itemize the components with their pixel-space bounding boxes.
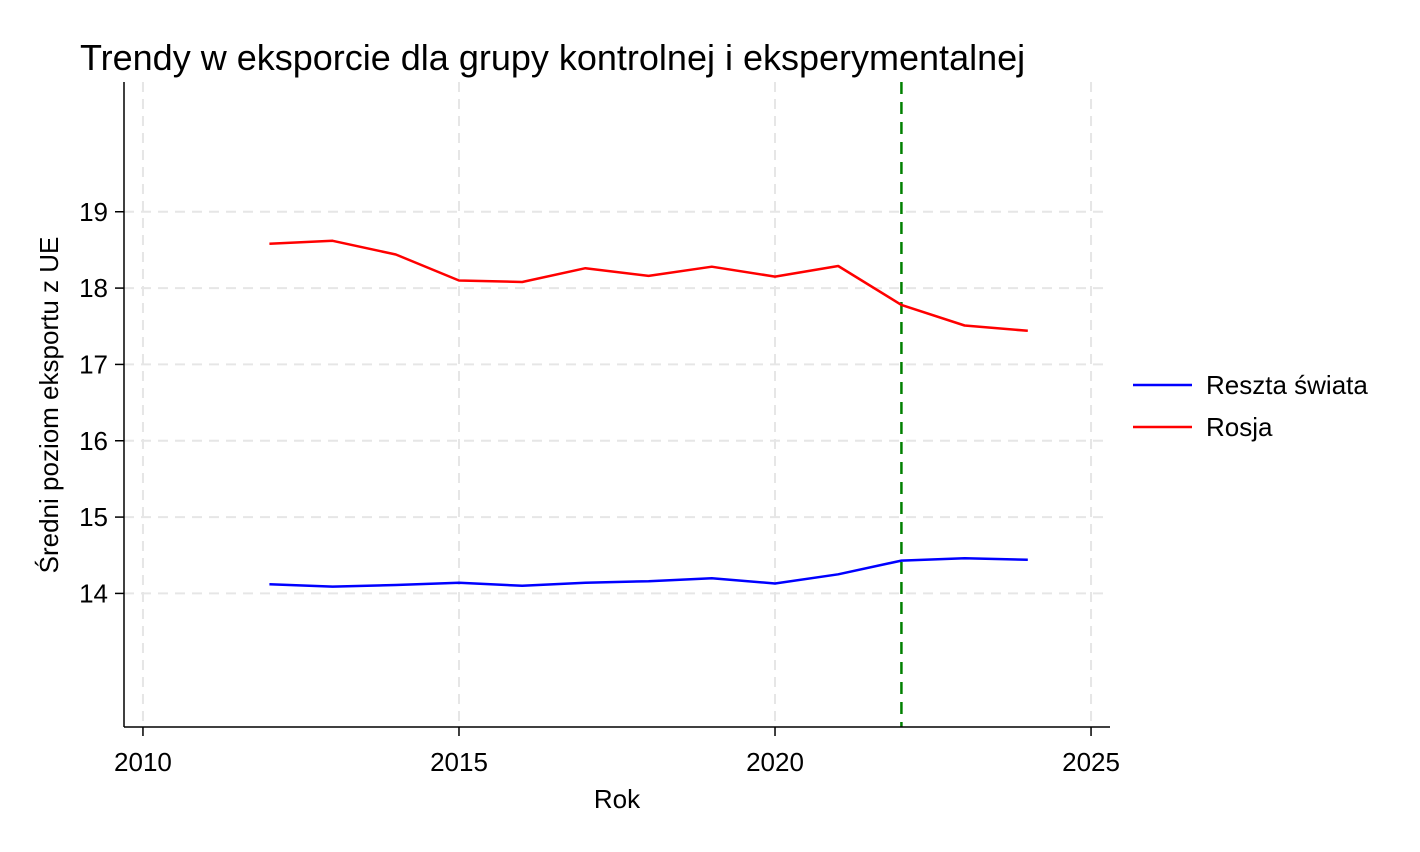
y-tick-label: 15	[79, 502, 108, 532]
legend-label: Reszta świata	[1206, 370, 1368, 400]
x-axis-label: Rok	[594, 784, 641, 814]
x-tick-label: 2010	[114, 747, 172, 777]
y-tick-label: 17	[79, 349, 108, 379]
y-ticks: 14 15 16 17 18 19	[79, 197, 124, 608]
chart-title: Trendy w eksporcie dla grupy kontrolnej …	[80, 37, 1025, 78]
y-tick-label: 19	[79, 197, 108, 227]
y-tick-label: 18	[79, 273, 108, 303]
series-line-1	[269, 557, 1028, 588]
y-tick-label: 14	[79, 578, 108, 608]
x-tick-label: 2025	[1062, 747, 1120, 777]
grid	[124, 82, 1110, 727]
x-ticks: 2010 2015 2020 2025	[114, 727, 1120, 777]
legend: Reszta świata Rosja	[1133, 370, 1368, 442]
series-layer	[269, 239, 1028, 588]
x-tick-label: 2015	[430, 747, 488, 777]
y-axis-label: Średni poziom eksportu z UE	[34, 237, 64, 574]
y-tick-label: 16	[79, 426, 108, 456]
x-tick-label: 2020	[746, 747, 804, 777]
series-line-2	[269, 239, 1028, 333]
legend-label: Rosja	[1206, 412, 1273, 442]
